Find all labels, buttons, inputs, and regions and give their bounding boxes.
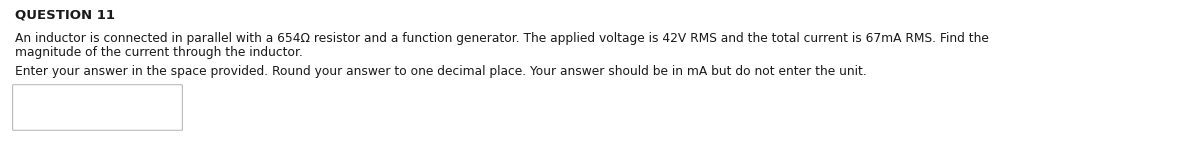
Text: magnitude of the current through the inductor.: magnitude of the current through the ind… [14,46,302,59]
Text: Enter your answer in the space provided. Round your answer to one decimal place.: Enter your answer in the space provided.… [14,65,866,78]
Text: An inductor is connected in parallel with a 654Ω resistor and a function generat: An inductor is connected in parallel wit… [14,32,989,45]
Text: QUESTION 11: QUESTION 11 [14,9,115,22]
